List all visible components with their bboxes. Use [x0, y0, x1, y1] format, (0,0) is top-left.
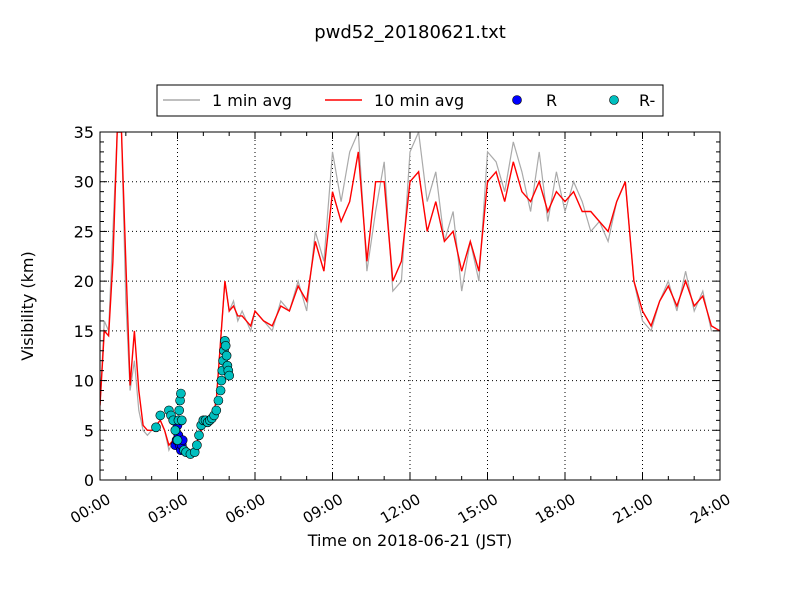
- point-r: [170, 425, 181, 436]
- legend: 1 min avg 10 min avg R R-: [156, 84, 664, 117]
- x-tick-label: 18:00: [532, 490, 578, 527]
- x-tick-label: 15:00: [455, 490, 501, 527]
- x-tick-label: 12:00: [377, 490, 423, 527]
- point-r: [194, 430, 204, 441]
- point-r: [155, 410, 166, 421]
- legend-label: 1 min avg: [212, 91, 292, 110]
- point-r: [174, 405, 184, 416]
- point-r: [177, 415, 187, 426]
- series-line-10-min-avg: [100, 132, 720, 456]
- legend-label: 10 min avg: [374, 91, 464, 110]
- x-tick-label: 24:00: [687, 490, 733, 527]
- y-axis-label: Visibility (km): [18, 251, 37, 360]
- point-r: [216, 375, 227, 386]
- legend-swatch-marker: [512, 95, 522, 105]
- y-tick-label: 0: [84, 471, 94, 490]
- point-r: [224, 370, 234, 381]
- y-tick-label: 30: [74, 173, 94, 192]
- point-r: [213, 395, 224, 406]
- point-r: [211, 405, 222, 416]
- y-tick-label: 20: [74, 272, 94, 291]
- point-r: [151, 422, 161, 433]
- point-r: [172, 435, 183, 446]
- x-tick-label: 09:00: [300, 490, 346, 527]
- y-tick-label: 15: [74, 322, 94, 341]
- x-tick-label: 21:00: [610, 490, 656, 527]
- point-r: [215, 385, 226, 396]
- legend-label: R: [546, 91, 557, 110]
- legend-box: [156, 84, 664, 117]
- grid: [100, 132, 720, 480]
- y-tick-label: 5: [84, 421, 94, 440]
- x-tick-label: 03:00: [145, 490, 191, 527]
- point-r: [192, 440, 202, 451]
- y-tick-label: 25: [74, 222, 94, 241]
- x-tick-label: 06:00: [222, 490, 268, 527]
- point-r: [221, 350, 232, 361]
- point-r: [220, 340, 231, 351]
- point-r: [176, 388, 186, 399]
- y-tick-label: 35: [74, 123, 94, 142]
- x-axis-label: Time on 2018-06-21 (JST): [307, 531, 512, 550]
- plot-area: 00:00 03:00 06:00 09:00 12:00 15:00 18:00 21:00…: [67, 123, 733, 527]
- legend-swatch-marker: [609, 95, 619, 105]
- y-tick-label: 10: [74, 372, 94, 391]
- axis-ticks: 00:00 03:00 06:00 09:00 12:00 15:00 18:00 21:00…: [67, 123, 733, 527]
- legend-label: R-: [639, 91, 655, 110]
- data-layer: [100, 132, 720, 459]
- x-tick-label: 00:00: [67, 490, 113, 527]
- chart-title: pwd52_20180621.txt: [314, 22, 506, 43]
